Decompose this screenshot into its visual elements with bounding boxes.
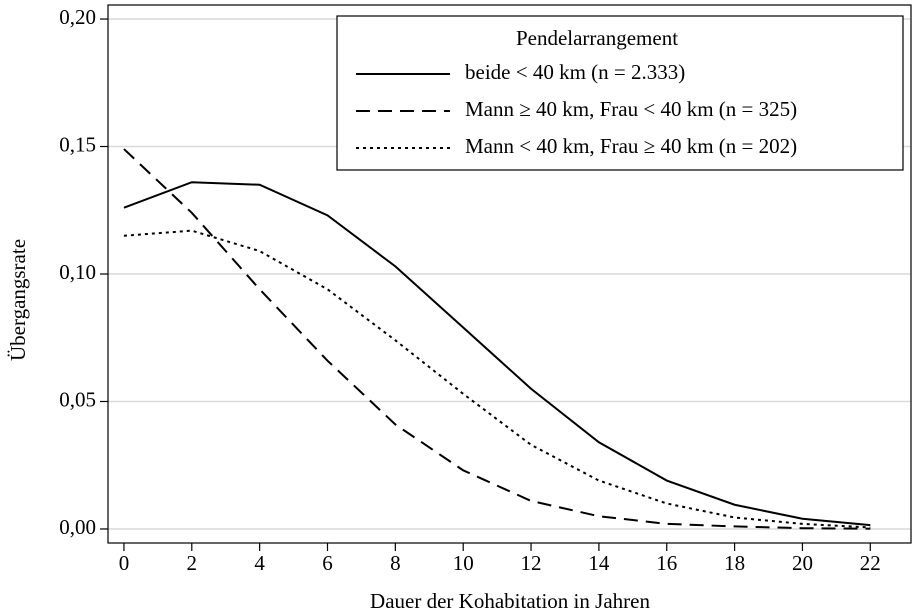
line-series xyxy=(123,181,871,527)
legend-box xyxy=(336,15,904,171)
x-axis-title: Dauer der Kohabitation in Jahren xyxy=(370,589,650,613)
y-axis-title: Übergangsrate xyxy=(6,239,30,361)
x-tick-label: 18 xyxy=(724,551,745,575)
x-tick-label: 14 xyxy=(588,551,610,575)
plot-frame xyxy=(107,4,912,544)
legend-title: Pendelarrangement xyxy=(516,26,678,50)
y-tick-label: 0,10 xyxy=(59,260,96,284)
x-tick-label: 22 xyxy=(860,551,881,575)
legend-label: Mann < 40 km, Frau ≥ 40 km (n = 202) xyxy=(465,134,797,158)
x-tick-label: 2 xyxy=(187,551,198,575)
x-tick-label: 6 xyxy=(322,551,333,575)
legend-label: Mann ≥ 40 km, Frau < 40 km (n = 325) xyxy=(465,97,797,121)
x-tick-label: 12 xyxy=(521,551,542,575)
line-series xyxy=(123,148,871,530)
x-tick-label: 8 xyxy=(390,551,401,575)
y-tick-label: 0,00 xyxy=(59,515,96,539)
y-tick-label: 0,15 xyxy=(59,132,96,156)
x-tick-label: 10 xyxy=(453,551,474,575)
legend-label: beide < 40 km (n = 2.333) xyxy=(465,60,685,84)
y-tick-label: 0,20 xyxy=(59,5,96,29)
y-tick-label: 0,05 xyxy=(59,387,96,411)
line-series xyxy=(123,229,871,529)
x-tick-label: 0 xyxy=(119,551,130,575)
x-tick-label: 4 xyxy=(254,551,265,575)
x-tick-label: 16 xyxy=(656,551,677,575)
x-tick-label: 20 xyxy=(792,551,813,575)
